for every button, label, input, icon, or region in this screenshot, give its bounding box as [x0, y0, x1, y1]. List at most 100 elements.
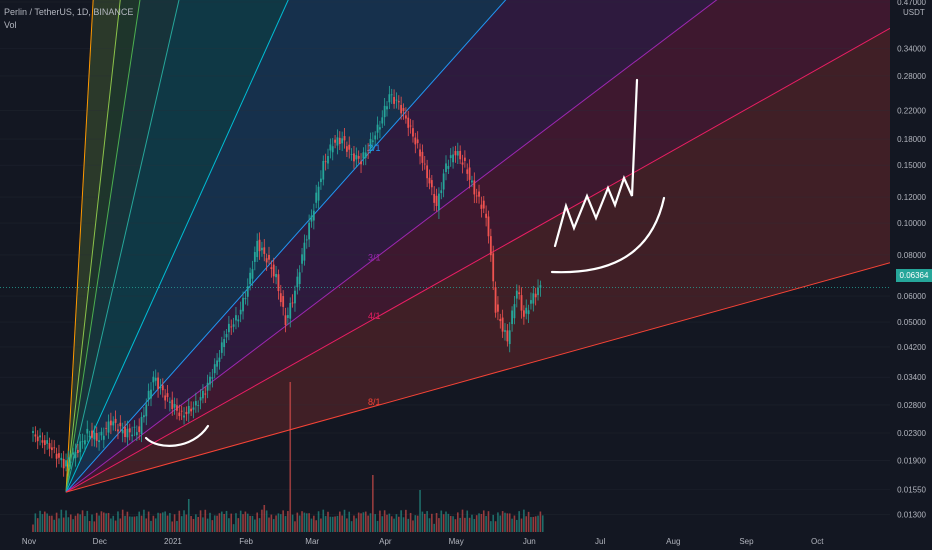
- volume-bar: [291, 514, 294, 532]
- candle-body: [343, 136, 346, 141]
- candle-body: [253, 252, 256, 262]
- volume-bar: [471, 514, 473, 532]
- volume-bar: [114, 520, 117, 532]
- volume-bar: [185, 514, 188, 532]
- volume-bar: [504, 512, 506, 532]
- volume-bar: [348, 511, 351, 532]
- candle-body: [107, 421, 110, 433]
- candle-body: [133, 426, 136, 428]
- volume-label: Vol: [4, 20, 17, 30]
- volume-bar: [119, 518, 122, 532]
- volume-bar: [84, 516, 86, 532]
- volume-bar: [520, 518, 523, 532]
- volume-bar: [272, 519, 275, 532]
- candle-body: [43, 440, 46, 446]
- candle-body: [102, 435, 105, 440]
- volume-bar: [98, 515, 100, 532]
- candle-body: [121, 430, 124, 434]
- volume-bar: [298, 515, 301, 532]
- candle-body: [400, 104, 403, 114]
- candle-body: [298, 272, 301, 285]
- volume-bar: [438, 518, 440, 532]
- y-tick-label: 0.47000: [897, 0, 926, 7]
- volume-bar: [232, 524, 235, 532]
- symbol-title: Perlin / TetherUS, 1D, BINANCE: [4, 7, 134, 17]
- candle-body: [171, 399, 174, 410]
- volume-bar: [412, 520, 414, 532]
- candle-body: [227, 323, 230, 333]
- volume-bar: [211, 520, 214, 532]
- candle-body: [305, 239, 308, 241]
- candle-body: [327, 156, 329, 164]
- volume-bar: [355, 518, 358, 532]
- volume-bar: [263, 505, 266, 532]
- volume-bar: [289, 382, 292, 532]
- x-tick-labels: Nov Dec 2021 Feb Mar Apr May Jun Jul Aug Sep Oct: [22, 537, 824, 546]
- volume-bar: [140, 515, 143, 532]
- volume-bar: [166, 515, 169, 532]
- volume-bar: [242, 514, 244, 532]
- candle-body: [478, 191, 480, 197]
- volume-bar: [386, 514, 388, 532]
- candle-body: [232, 324, 235, 327]
- volume-bar: [183, 510, 185, 532]
- volume-bar: [91, 514, 93, 532]
- volume-bar: [74, 515, 77, 532]
- candle-body: [112, 421, 115, 426]
- volume-bar: [294, 521, 296, 532]
- volume-bar: [445, 511, 447, 532]
- volume-bar: [230, 513, 233, 532]
- candle-body: [350, 154, 353, 155]
- candle-body: [34, 434, 37, 437]
- volume-bar: [173, 514, 176, 532]
- candle-body: [511, 310, 513, 324]
- volume-bar: [398, 516, 400, 532]
- candle-body: [499, 318, 502, 322]
- volume-bar: [466, 510, 469, 532]
- volume-bar: [218, 513, 221, 532]
- volume-bar: [346, 518, 348, 532]
- y-tick-label: 0.03400: [897, 373, 926, 382]
- candle-body: [187, 405, 190, 414]
- volume-bar: [383, 510, 386, 532]
- volume-bar: [81, 510, 84, 532]
- volume-bar: [428, 518, 431, 532]
- volume-bar: [308, 513, 310, 532]
- candle-body: [192, 407, 195, 410]
- volume-bar: [221, 511, 223, 532]
- candle-body: [230, 326, 233, 328]
- fan-lines: [65, 0, 891, 493]
- currency-label: USDT: [903, 8, 925, 17]
- candle-body: [119, 422, 122, 427]
- volume-bar: [301, 511, 303, 532]
- volume-bar: [93, 521, 96, 532]
- fan-label: 8/1: [368, 397, 381, 407]
- volume-bar: [77, 513, 79, 532]
- volume-bar: [124, 515, 126, 532]
- volume-bar: [228, 518, 230, 532]
- volume-bar: [53, 519, 56, 532]
- candle-body: [76, 449, 79, 453]
- volume-bar: [390, 516, 393, 532]
- candle-body: [475, 195, 478, 197]
- candle-body: [419, 149, 421, 157]
- volume-bar: [126, 511, 129, 532]
- candle-body: [190, 408, 193, 412]
- volume-bar: [527, 511, 530, 532]
- y-tick-label: 0.18000: [897, 135, 926, 144]
- candle-body: [183, 415, 185, 418]
- volume-bar: [539, 511, 542, 532]
- candle-body: [324, 161, 327, 163]
- x-tick-label: Dec: [93, 537, 107, 546]
- fan-label: 3/1: [368, 253, 381, 263]
- x-tick-label: Jul: [595, 537, 605, 546]
- candle-body: [471, 180, 473, 183]
- volume-bar: [112, 515, 115, 532]
- volume-bar: [88, 521, 91, 532]
- volume-bar: [508, 513, 511, 532]
- candle-body: [518, 292, 521, 295]
- candle-body: [235, 315, 237, 321]
- candle-body: [525, 307, 528, 314]
- candle-body: [362, 152, 365, 159]
